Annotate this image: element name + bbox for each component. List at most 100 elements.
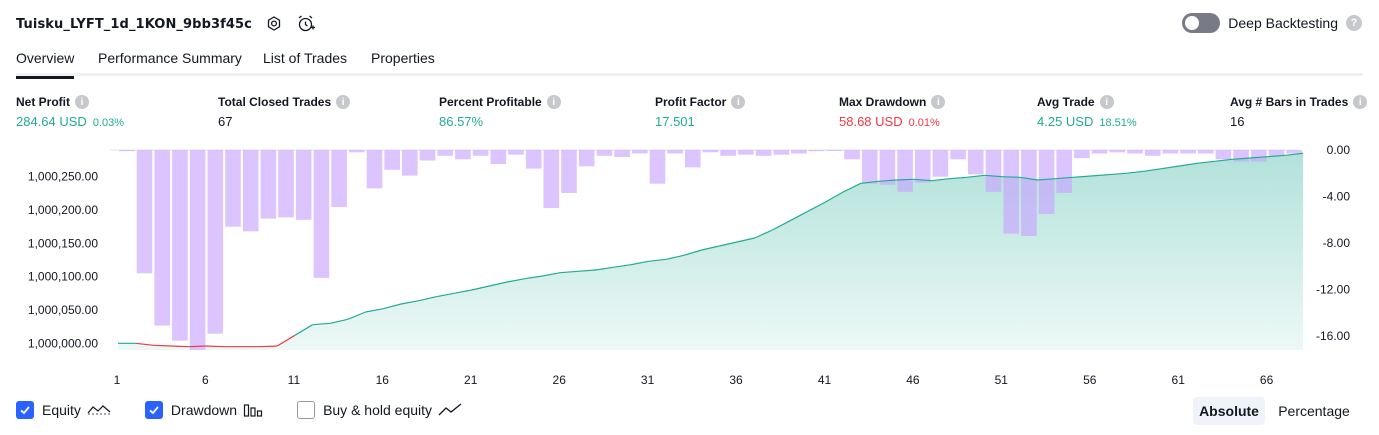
settings-icon[interactable]: [264, 14, 284, 34]
drawdown-bar[interactable]: [490, 150, 507, 164]
buy-hold-checkbox[interactable]: [297, 401, 316, 419]
drawdown-bar[interactable]: [349, 150, 365, 153]
drawdown-bar[interactable]: [1233, 150, 1249, 162]
drawdown-bar[interactable]: [1286, 150, 1302, 154]
drawdown-bar[interactable]: [773, 150, 790, 155]
drawdown-bar[interactable]: [207, 150, 224, 334]
equity-line-segment: [383, 303, 402, 310]
drawdown-bar[interactable]: [968, 150, 984, 175]
drawdown-bar[interactable]: [366, 150, 383, 189]
drawdown-bar[interactable]: [472, 150, 489, 156]
drawdown-bar[interactable]: [1180, 150, 1196, 154]
metric-value: 4.25 USD: [1037, 114, 1094, 129]
drawdown-bar[interactable]: [826, 150, 843, 151]
drawdown-bar[interactable]: [1003, 150, 1019, 234]
drawdown-bar[interactable]: [402, 150, 418, 176]
equity-line-segment: [931, 178, 950, 182]
drawdown-bar[interactable]: [225, 150, 241, 227]
drawdown-bar[interactable]: [808, 150, 825, 152]
drawdown-bar[interactable]: [455, 150, 471, 160]
drawdown-bar[interactable]: [1215, 150, 1232, 160]
equity-drawdown-chart[interactable]: 1,000,000.00 1,000,050.00 1,000,100.00 1,00…: [0, 140, 1379, 390]
drawdown-bar[interactable]: [313, 150, 330, 278]
drawdown-bar[interactable]: [1127, 150, 1143, 154]
drawdown-bar[interactable]: [915, 150, 931, 183]
info-icon[interactable]: i: [731, 95, 746, 109]
drawdown-bar[interactable]: [154, 150, 170, 326]
drawdown-checkbox[interactable]: [144, 401, 163, 419]
drawdown-bar[interactable]: [950, 150, 966, 160]
drawdown-bar[interactable]: [260, 150, 277, 219]
tab-list-of-trades[interactable]: List of Trades: [263, 50, 348, 66]
drawdown-bar[interactable]: [561, 150, 577, 193]
drawdown-bar[interactable]: [508, 150, 524, 155]
tab-performance-summary[interactable]: Performance Summary: [98, 50, 242, 66]
drawdown-bar[interactable]: [879, 150, 896, 185]
y-left-tick-label: 1,000,250.00: [28, 170, 98, 184]
drawdown-bar[interactable]: [791, 150, 807, 154]
drawdown-bar[interactable]: [702, 150, 719, 153]
x-tick-label: 41: [818, 373, 832, 387]
absolute-mode-button[interactable]: Absolute: [1193, 397, 1265, 425]
drawdown-bar[interactable]: [844, 150, 860, 160]
legend-equity[interactable]: Equity: [16, 401, 111, 419]
drawdown-bar[interactable]: [1109, 150, 1126, 153]
drawdown-bar[interactable]: [932, 150, 949, 177]
drawdown-bar[interactable]: [1074, 150, 1090, 159]
info-icon[interactable]: i: [1353, 95, 1368, 109]
tab-properties[interactable]: Properties: [371, 50, 435, 66]
info-icon[interactable]: i: [1099, 95, 1114, 109]
drawdown-bar[interactable]: [331, 150, 347, 207]
info-icon[interactable]: i: [75, 95, 89, 109]
drawdown-bar[interactable]: [897, 150, 913, 192]
drawdown-bar[interactable]: [685, 150, 701, 168]
alarm-plus-icon[interactable]: [296, 14, 316, 34]
drawdown-bar[interactable]: [525, 150, 542, 169]
drawdown-bar[interactable]: [985, 150, 1002, 192]
drawdown-bar[interactable]: [278, 150, 294, 218]
tab-overview[interactable]: Overview: [16, 50, 75, 79]
drawdown-bar[interactable]: [861, 150, 878, 184]
equity-line-segment: [524, 275, 543, 280]
drawdown-bar[interactable]: [1251, 150, 1267, 162]
drawdown-bar[interactable]: [720, 150, 736, 156]
drawdown-bar[interactable]: [1056, 150, 1072, 193]
drawdown-bar[interactable]: [119, 150, 135, 152]
drawdown-bar[interactable]: [649, 150, 666, 184]
legend-buy-hold[interactable]: Buy & hold equity: [297, 401, 462, 419]
drawdown-bar[interactable]: [295, 150, 312, 220]
drawdown-bar[interactable]: [578, 150, 595, 167]
legend-drawdown[interactable]: Drawdown: [144, 401, 263, 419]
drawdown-bar[interactable]: [543, 150, 560, 209]
drawdown-bar[interactable]: [242, 150, 259, 232]
info-icon[interactable]: i: [546, 95, 561, 109]
equity-line-segment: [1179, 162, 1197, 167]
drawdown-bar[interactable]: [1038, 150, 1055, 214]
drawdown-bar[interactable]: [1162, 150, 1179, 154]
drawdown-bar[interactable]: [667, 150, 683, 154]
drawdown-bar[interactable]: [1144, 150, 1161, 156]
drawdown-bar[interactable]: [738, 150, 754, 155]
deep-backtesting-toggle[interactable]: [1182, 13, 1221, 33]
drawdown-bar[interactable]: [189, 150, 206, 350]
drawdown-bar[interactable]: [419, 150, 436, 161]
drawdown-bar[interactable]: [614, 150, 630, 157]
drawdown-bar[interactable]: [1091, 150, 1108, 154]
drawdown-bar[interactable]: [437, 150, 453, 156]
drawdown-bar[interactable]: [1197, 150, 1214, 154]
drawdown-bar[interactable]: [1021, 150, 1037, 236]
help-icon[interactable]: ?: [1346, 15, 1362, 31]
drawdown-bar[interactable]: [1268, 150, 1285, 156]
info-icon[interactable]: i: [931, 95, 946, 109]
equity-line-segment: [453, 289, 472, 294]
equity-checkbox[interactable]: [16, 401, 34, 419]
percentage-mode-button[interactable]: Percentage: [1278, 403, 1350, 419]
drawdown-bar[interactable]: [172, 150, 188, 341]
drawdown-bar[interactable]: [596, 150, 613, 156]
drawdown-bar[interactable]: [632, 150, 648, 154]
info-icon[interactable]: i: [336, 95, 351, 109]
y-right-tick-label: -16.00: [1316, 329, 1350, 343]
drawdown-bar[interactable]: [755, 150, 772, 156]
drawdown-bar[interactable]: [384, 150, 400, 170]
drawdown-bar[interactable]: [136, 150, 153, 274]
